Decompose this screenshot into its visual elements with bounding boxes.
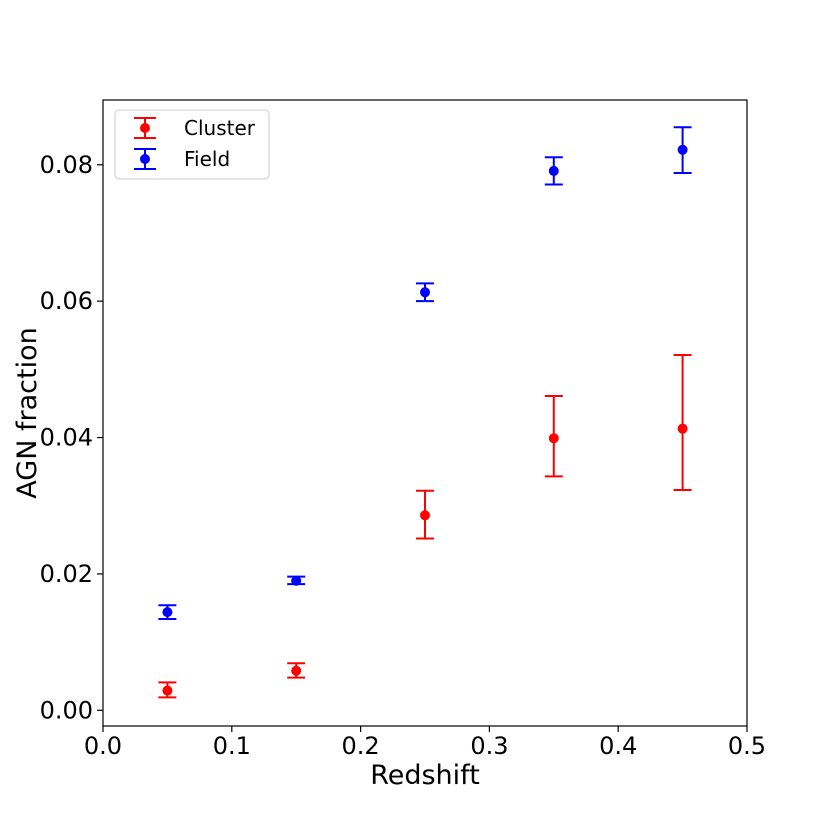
y-tick-label: 0.00: [40, 696, 93, 724]
x-tick-label: 0.4: [599, 732, 637, 760]
marker: [548, 165, 559, 176]
data-point-cluster: [673, 354, 692, 492]
x-tick-label: 0.5: [728, 732, 766, 760]
legend-marker: [140, 123, 150, 133]
y-axis-label: AGN fraction: [12, 327, 43, 498]
legend: Cluster Field: [114, 109, 270, 180]
data-point-field: [673, 126, 692, 174]
x-axis-label: Redshift: [370, 760, 480, 791]
x-tick-label: 0.2: [342, 732, 380, 760]
marker: [548, 433, 559, 444]
legend-item-cluster: Cluster: [134, 116, 256, 140]
data-point-field: [416, 282, 434, 303]
data-point-cluster: [158, 681, 177, 699]
x-axis: 0.0 0.1 0.2 0.3 0.4 0.5: [84, 726, 766, 760]
marker: [420, 510, 430, 521]
legend-item-field: Field: [134, 147, 230, 171]
data-point-cluster: [416, 489, 434, 540]
data-point-cluster: [544, 394, 563, 478]
x-tick-label: 0.1: [213, 732, 251, 760]
marker: [162, 607, 173, 618]
marker: [677, 423, 688, 434]
data-point-cluster: [287, 662, 306, 679]
data-point-field: [287, 575, 306, 586]
marker: [291, 575, 302, 586]
marker: [677, 144, 688, 155]
y-tick-label: 0.08: [40, 151, 93, 179]
axes-frame: [102, 99, 748, 727]
data-point-field: [158, 604, 177, 620]
x-tick-label: 0.3: [470, 732, 508, 760]
x-tick-label: 0.0: [84, 732, 122, 760]
y-tick-label: 0.06: [40, 287, 93, 315]
legend-marker: [140, 154, 150, 164]
legend-label: Cluster: [184, 116, 256, 140]
series-field: [158, 126, 692, 620]
y-axis: 0.00 0.02 0.04 0.06 0.08: [40, 151, 103, 724]
series-cluster: [158, 354, 692, 699]
plot-area: [158, 126, 692, 699]
y-tick-label: 0.02: [40, 560, 93, 588]
data-point-field: [544, 156, 563, 186]
y-tick-label: 0.04: [40, 424, 93, 452]
marker: [162, 685, 173, 696]
legend-box: [114, 109, 270, 180]
marker: [291, 665, 302, 676]
legend-label: Field: [184, 147, 230, 171]
marker: [420, 287, 430, 298]
